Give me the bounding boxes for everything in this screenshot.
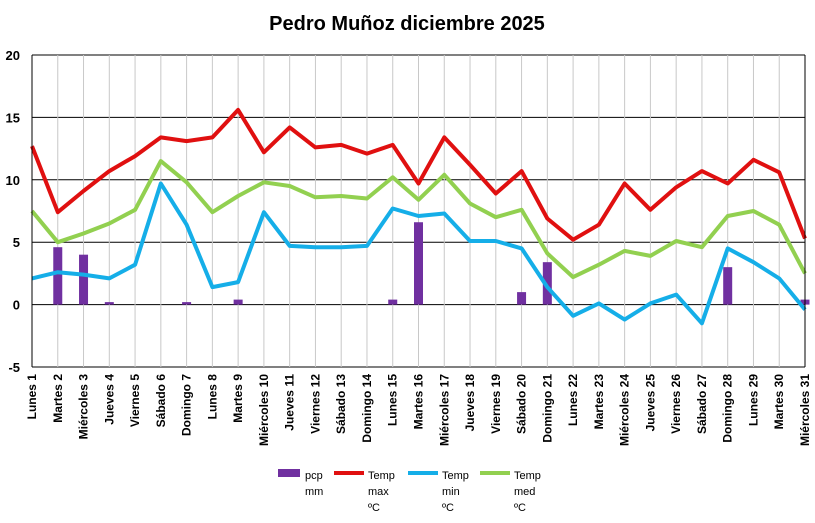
chart-title: Pedro Muñoz diciembre 2025: [269, 13, 545, 35]
bar-pcp: [53, 247, 63, 305]
x-tick-label: Martes 16: [412, 374, 426, 430]
legend-label: pcp: [305, 470, 323, 482]
x-tick-label: Jueves 18: [463, 374, 477, 432]
x-tick-label: Sábado 27: [695, 374, 709, 434]
x-tick-label: Lunes 1: [25, 374, 39, 420]
x-tick-label: Domingo 21: [540, 374, 554, 443]
x-tick-label: Martes 9: [231, 374, 245, 423]
line-layer: [30, 107, 807, 326]
y-tick-label: 15: [6, 110, 20, 125]
legend-label: ºC: [514, 502, 526, 514]
x-tick-label: Miércoles 31: [798, 374, 812, 446]
bar-pcp: [182, 302, 192, 305]
x-tick-label: Domingo 28: [721, 374, 735, 443]
legend-label: ºC: [442, 502, 454, 514]
x-tick-label: Martes 23: [592, 374, 606, 430]
bar-pcp: [104, 302, 114, 305]
axis-layer: -5 0 5 10 15 20 Lunes 1 Martes 2 Miércoles 3 Juev…: [6, 48, 812, 446]
bar-pcp: [517, 292, 527, 305]
y-tick-label: 20: [6, 48, 20, 63]
y-tick-label: 10: [6, 173, 20, 188]
legend-label: ºC: [368, 502, 380, 514]
y-tick-label: 5: [13, 235, 20, 250]
legend-label: mm: [305, 486, 323, 498]
bar-pcp: [414, 222, 423, 305]
legend: pcp mm Temp max ºC Temp min ºC Temp med ºC: [278, 469, 541, 514]
x-tick-label: Lunes 22: [566, 374, 580, 426]
x-tick-label: Lunes 29: [746, 374, 760, 426]
x-tick-label: Viernes 19: [489, 374, 503, 434]
legend-label: Temp: [514, 470, 541, 482]
x-tick-label: Lunes 15: [386, 374, 400, 426]
legend-label: Temp: [442, 470, 469, 482]
x-tick-label: Domingo 14: [360, 374, 374, 443]
x-tick-label: Miércoles 10: [257, 374, 271, 446]
legend-swatch-bar: [278, 469, 300, 477]
x-tick-label: Viernes 26: [669, 374, 683, 434]
x-tick-label: Martes 30: [772, 374, 786, 430]
x-tick-label: Jueves 4: [102, 374, 116, 425]
x-tick-label: Sábado 13: [334, 374, 348, 434]
bar-pcp: [723, 267, 733, 305]
x-tick-label: Jueves 11: [283, 374, 297, 431]
x-tick-label: Miércoles 17: [437, 374, 451, 446]
bar-pcp: [542, 262, 552, 305]
legend-label: max: [368, 486, 389, 498]
y-tick-label: -5: [8, 360, 20, 375]
series-line-2: [31, 181, 807, 326]
bar-layer: [53, 222, 810, 305]
series-line-1: [30, 107, 807, 242]
x-tick-label: Viernes 5: [128, 374, 142, 427]
legend-label: min: [442, 486, 460, 498]
legend-label: med: [514, 486, 535, 498]
x-tick-label: Miércoles 24: [618, 374, 632, 446]
grid-layer: [31, 54, 806, 368]
x-tick-label: Miércoles 3: [77, 374, 91, 440]
series-line-3: [30, 159, 807, 280]
y-tick-label: 0: [13, 298, 20, 313]
x-tick-label: Jueves 25: [643, 374, 657, 432]
bar-pcp: [388, 299, 398, 305]
legend-label: Temp: [368, 470, 395, 482]
x-tick-label: Sábado 6: [154, 374, 168, 428]
x-tick-label: Martes 2: [51, 374, 65, 423]
x-tick-label: Lunes 8: [205, 374, 219, 420]
x-tick-label: Viernes 12: [308, 374, 322, 434]
x-tick-label: Sábado 20: [515, 374, 529, 434]
bar-pcp: [233, 299, 243, 305]
bar-pcp: [79, 254, 89, 305]
x-tick-label: Domingo 7: [180, 374, 194, 436]
